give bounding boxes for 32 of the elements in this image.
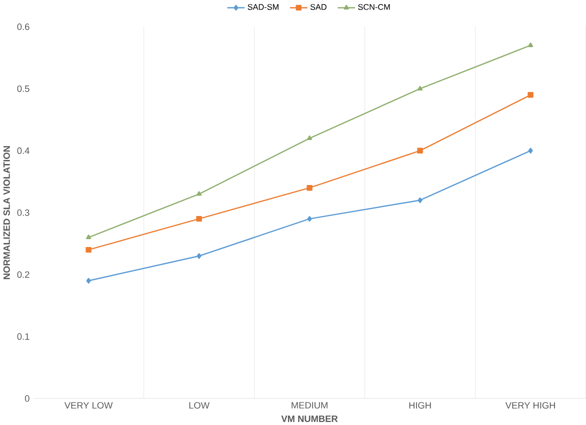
point (306, 184, 312, 190)
y-tick-label: 0.6 (17, 23, 30, 30)
y-tick-label: 0.4 (17, 147, 30, 154)
y-tick-label: 0.2 (17, 271, 30, 278)
point (86, 234, 92, 239)
x-tick-label: LOW (189, 402, 210, 408)
legend-label: SAD-SM (248, 4, 278, 10)
point (196, 216, 202, 222)
x-tick-label: HIGH (409, 402, 431, 408)
point (417, 148, 423, 154)
legend-label: SCN-CM (358, 4, 390, 10)
point (528, 148, 533, 154)
point (86, 278, 91, 284)
point (528, 42, 534, 47)
point (196, 252, 202, 259)
y-tick-label: 0.5 (17, 85, 30, 92)
x-axis-title: VM NUMBER (281, 415, 338, 422)
x-tick-label: VERY HIGH (505, 402, 555, 408)
y-tick-label: 0 (24, 395, 30, 402)
point (528, 92, 534, 98)
x-tick-label: MEDIUM (292, 402, 328, 408)
y-axis-title: NORMALIZED SLA VIOLATION (3, 146, 10, 279)
x-tick-label: VERY LOW (64, 402, 113, 408)
y-tick-label: 0.3 (17, 209, 30, 216)
legend-label: SAD (310, 4, 326, 10)
point (418, 197, 422, 203)
y-tick-label: 0.1 (17, 333, 30, 340)
point (196, 190, 202, 196)
point (307, 135, 312, 140)
point (307, 216, 312, 222)
point (86, 246, 92, 252)
point (417, 86, 423, 90)
